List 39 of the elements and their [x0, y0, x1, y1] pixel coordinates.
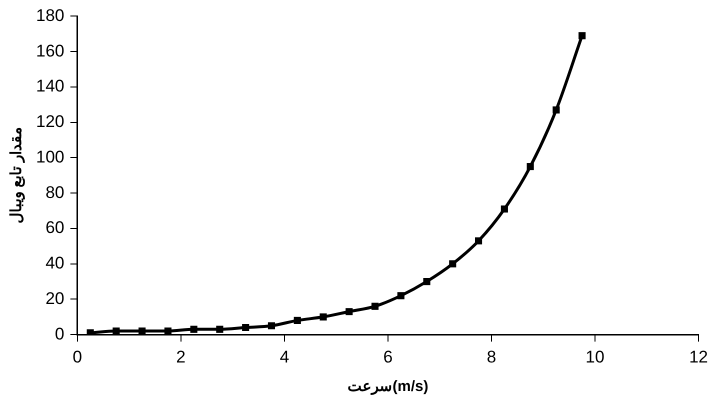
point: [138, 328, 146, 335]
point: [86, 329, 94, 335]
point: [112, 328, 120, 335]
point: [449, 260, 456, 268]
point: [475, 237, 482, 244]
point: [500, 205, 508, 213]
y-tick-label: 140: [36, 76, 64, 96]
y-tick-label: 120: [36, 112, 64, 132]
y-tick-label: 80: [45, 182, 64, 202]
point: [242, 324, 250, 332]
y-tick-label: 180: [36, 6, 64, 25]
x-tick-label: 0: [72, 347, 82, 366]
point: [526, 163, 534, 170]
y-tick-label: 60: [45, 218, 64, 238]
point: [164, 328, 172, 335]
x-tick-label: 8: [486, 347, 496, 366]
point: [320, 313, 327, 320]
y-tick-label: 20: [45, 288, 64, 308]
point: [190, 326, 198, 333]
point: [346, 308, 353, 316]
point: [423, 278, 430, 286]
point: [578, 32, 586, 40]
x-tick-label: 4: [280, 347, 290, 366]
point: [216, 326, 224, 333]
point: [397, 292, 404, 300]
y-axis-title: مقدار تابع ویبال: [8, 127, 26, 224]
y-tick-label: 100: [36, 147, 64, 166]
point: [294, 316, 301, 324]
point: [268, 322, 276, 330]
point: [552, 106, 560, 114]
x-tick-label: 6: [383, 347, 393, 366]
x-axis-title: سرعت(m/s): [348, 378, 428, 396]
x-tick-label: 12: [689, 347, 708, 366]
y-tick-label: 40: [45, 254, 64, 273]
x-tick-label: 10: [586, 347, 604, 366]
x-tick-label: 2: [176, 347, 186, 366]
y-tick-label: 0: [54, 324, 64, 344]
y-tick-label: 160: [36, 41, 64, 60]
point: [371, 302, 379, 310]
